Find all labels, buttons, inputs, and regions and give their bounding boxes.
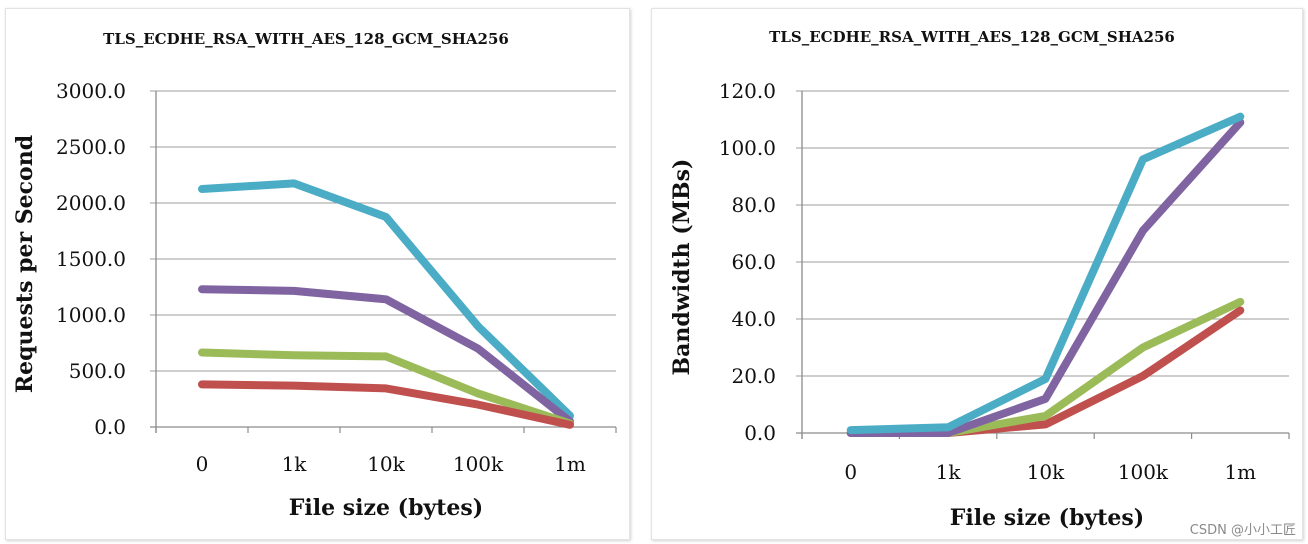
requests-series-line-1 [198,179,574,420]
bandwidth-x-tick-label: 1m [1224,460,1256,484]
bandwidth-x-tick-label: 0 [844,460,857,484]
requests-y-tick-label: 1000.0 [56,303,126,327]
bandwidth-chart-title: TLS_ECDHE_RSA_WITH_AES_128_GCM_SHA256 [769,28,1175,46]
bandwidth-y-tick-label: 20.0 [731,364,776,388]
requests-y-tick-label: 2500.0 [56,135,126,159]
bandwidth-chart-svg: TLS_ECDHE_RSA_WITH_AES_128_GCM_SHA256 0.0… [669,28,1290,531]
bandwidth-x-axis-label: File size (bytes) [950,505,1144,531]
requests-x-tick-label: 10k [367,452,405,476]
bandwidth-series-line-4 [846,112,1245,435]
bandwidth-x-tick-label: 100k [1118,460,1169,484]
requests-y-tick-label: 500.0 [69,359,126,383]
requests-per-second-chart: TLS_ECDHE_RSA_WITH_AES_128_GCM_SHA256 0.0… [5,8,630,540]
requests-series-line-3 [198,348,574,428]
requests-chart-title: TLS_ECDHE_RSA_WITH_AES_128_GCM_SHA256 [103,30,509,48]
requests-x-axis-label: File size (bytes) [289,495,483,521]
bandwidth-y-tick-label: 100.0 [719,136,776,160]
requests-x-tick-label: 1m [554,452,586,476]
bandwidth-series-line-3 [846,118,1245,437]
requests-x-tick-label: 100k [453,452,504,476]
requests-y-tick-label: 1500.0 [56,247,126,271]
requests-x-tick-label: 1k [282,452,308,476]
requests-y-tick-label: 0.0 [94,415,126,439]
bandwidth-y-tick-label: 0.0 [744,421,776,445]
bandwidth-x-tick-label: 1k [936,460,962,484]
bandwidth-y-axis-label: Bandwidth (MBs) [669,159,695,376]
requests-chart-svg: TLS_ECDHE_RSA_WITH_AES_128_GCM_SHA256 0.0… [12,30,617,521]
requests-y-axis-label: Requests per Second [12,135,38,393]
bandwidth-y-tick-label: 40.0 [731,307,776,331]
bandwidth-chart: TLS_ECDHE_RSA_WITH_AES_128_GCM_SHA256 0.0… [651,8,1303,540]
requests-y-tick-label: 2000.0 [56,191,126,215]
requests-series-line-2 [198,285,574,426]
requests-y-tick-label: 3000.0 [56,79,126,103]
bandwidth-y-tick-label: 80.0 [731,193,776,217]
bandwidth-y-tick-label: 60.0 [731,250,776,274]
bandwidth-y-tick-label: 120.0 [719,79,776,103]
bandwidth-series-line-2 [846,297,1245,437]
requests-x-tick-label: 0 [196,452,209,476]
requests-series-line-4 [198,380,574,429]
bandwidth-x-tick-label: 10k [1027,460,1065,484]
watermark: CSDN @小小工匠 [1189,523,1296,538]
